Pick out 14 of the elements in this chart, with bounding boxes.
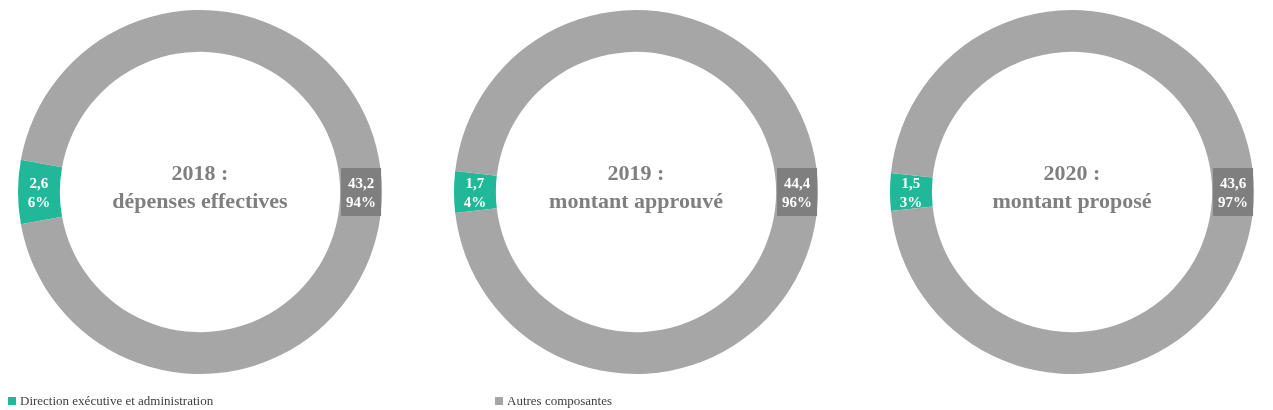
- legend-label: Direction exécutive et administration: [20, 393, 214, 408]
- data-label: 44,4 96%: [782, 175, 813, 210]
- donut-slice: [20, 10, 382, 374]
- text: 2019 : montant approuvé: [549, 160, 724, 213]
- text: 2018 : dépenses effectives: [112, 160, 289, 213]
- donut-slice: [890, 10, 1254, 374]
- data-label: 1,7 4%: [463, 175, 487, 210]
- data-label: 43,2 94%: [346, 175, 377, 210]
- data-label: 2,6 6%: [27, 175, 51, 210]
- donut-slice: [455, 10, 818, 374]
- data-label: 1,5 3%: [899, 175, 923, 210]
- data-label: 43,6 97%: [1218, 175, 1249, 210]
- legend-label: Autres composantes: [507, 393, 613, 408]
- text: 2020 : montant proposé: [992, 160, 1152, 213]
